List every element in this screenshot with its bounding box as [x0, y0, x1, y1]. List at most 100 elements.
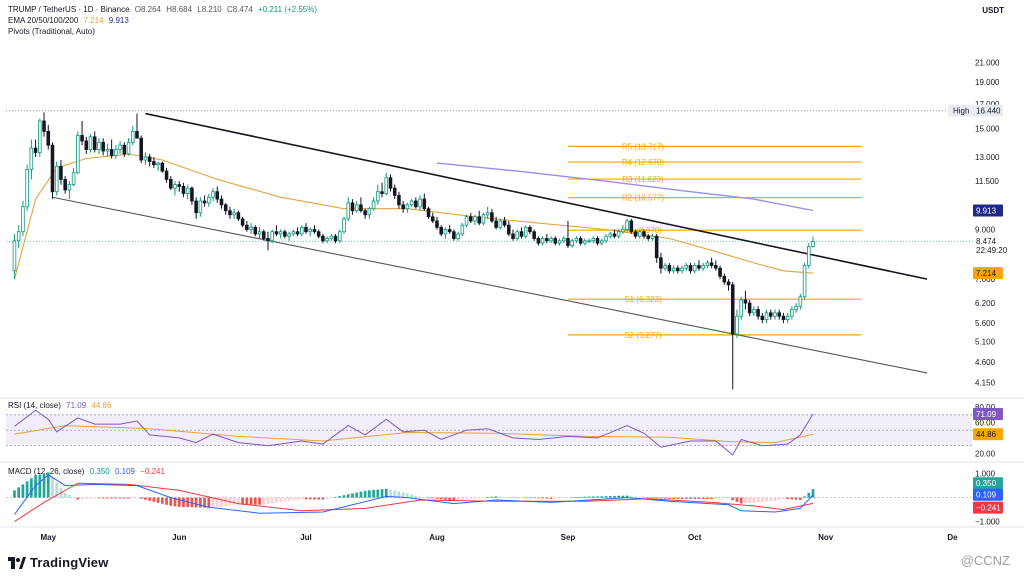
candle-body	[291, 231, 296, 235]
candle-body	[147, 156, 152, 162]
candle-body	[236, 212, 241, 220]
candle-body	[528, 226, 532, 233]
candle-body	[223, 204, 228, 212]
macd-histogram-bar	[46, 472, 50, 498]
macd-line-tag-text: 0.109	[976, 491, 997, 500]
candle-body	[561, 238, 566, 242]
macd-histogram-bar	[541, 497, 544, 499]
candle	[342, 216, 346, 234]
macd-histogram-bar	[279, 497, 283, 502]
pivots-legend[interactable]: Pivots (Traditional, Auto)	[8, 26, 98, 37]
macd-histogram-bar	[321, 497, 325, 500]
candle-body	[536, 238, 541, 244]
candle	[422, 193, 427, 211]
candle	[29, 139, 34, 180]
candle-body	[663, 265, 667, 269]
candle	[718, 265, 722, 280]
rsi-value-tag-text: 71.09	[976, 410, 997, 419]
x-axis-label: Jun	[172, 533, 186, 542]
candle-body	[312, 229, 317, 233]
macd-histogram-bar	[591, 496, 595, 498]
candle	[511, 229, 515, 241]
macd-histogram-bar	[101, 497, 105, 499]
rsi-tick-label: 60.00	[975, 419, 996, 428]
macd-histogram-bar	[439, 497, 443, 500]
rsi-ma-tag-bg	[973, 428, 1003, 441]
candle-body	[802, 265, 807, 298]
candle-body	[228, 210, 232, 216]
macd-histogram-bar	[663, 497, 667, 499]
candle-body	[397, 194, 401, 206]
candle-body	[215, 191, 220, 200]
candle	[325, 236, 329, 244]
macd-histogram-bar	[135, 497, 139, 499]
candle-body	[566, 238, 570, 246]
candle-body	[392, 187, 397, 196]
candle	[549, 236, 553, 244]
macd-histogram-bar	[106, 497, 109, 499]
symbol-label[interactable]: TRUMP / TetherUS · 1D · Binance	[8, 5, 130, 14]
pivot-label: R5 (13.717)	[622, 142, 665, 151]
candle-body	[388, 177, 393, 189]
candle	[50, 142, 55, 200]
candle-body	[114, 149, 118, 156]
macd-histogram-bar	[507, 496, 511, 498]
macd-line	[14, 474, 814, 515]
ema-fast-tag: 7.214	[973, 267, 1003, 280]
candle-body	[88, 136, 93, 150]
candle	[278, 229, 283, 239]
candle	[240, 216, 245, 228]
macd-histogram-bar	[760, 497, 764, 503]
candle	[76, 131, 80, 175]
candle-body	[143, 156, 148, 161]
candle	[92, 131, 97, 153]
ema-legend[interactable]: EMA 20/50/100/200 7.214 9.913	[8, 15, 132, 26]
candle-body	[718, 267, 722, 277]
candle	[490, 208, 494, 224]
candle-body	[160, 162, 165, 172]
candle-body	[363, 210, 367, 216]
macd-histogram-bar	[308, 497, 312, 500]
macd-histogram-bar	[693, 497, 697, 499]
macd-histogram-bar	[72, 497, 75, 498]
candle	[663, 262, 667, 271]
candle	[777, 309, 781, 320]
candle	[604, 233, 608, 244]
candle	[21, 200, 25, 237]
macd-legend[interactable]: MACD (12, 26, close) 0.350 0.109 −0.241	[8, 466, 168, 477]
tradingview-logo[interactable]: TradingView	[8, 555, 109, 570]
tradingview-logo-text: TradingView	[30, 555, 109, 570]
macd-histogram-bar	[329, 497, 333, 499]
macd-histogram-bar	[359, 491, 363, 498]
candle	[316, 229, 321, 239]
candle	[190, 186, 194, 205]
candle	[59, 160, 63, 185]
macd-histogram-bar	[89, 497, 92, 499]
candle	[401, 200, 405, 213]
candle-body	[414, 200, 418, 208]
ema-fast-value: 7.214	[83, 16, 104, 25]
ema-slow-line	[436, 162, 814, 212]
candle	[764, 309, 769, 324]
candle-body	[25, 169, 29, 208]
candle	[625, 218, 629, 232]
macd-histogram-bar	[494, 496, 498, 498]
macd-histogram-bar	[283, 497, 287, 502]
candle	[308, 227, 312, 237]
macd-histogram-bar	[207, 497, 211, 508]
macd-histogram-bar	[51, 477, 54, 498]
rsi-legend[interactable]: RSI (14, close) 71.09 44.86	[8, 400, 114, 411]
candle-body	[354, 204, 359, 212]
candle-body	[494, 220, 498, 228]
candle	[659, 252, 663, 274]
macd-histogram-bar	[97, 497, 101, 499]
macd-histogram-bar	[258, 497, 261, 505]
macd-histogram-bar	[642, 497, 646, 499]
macd-histogram-bar	[414, 495, 418, 498]
candle	[722, 273, 727, 285]
trendline-upper	[145, 112, 928, 280]
quote-unit-label[interactable]: USDT	[982, 6, 1004, 15]
candle-body	[549, 238, 553, 242]
macd-histogram-bar	[393, 490, 397, 498]
